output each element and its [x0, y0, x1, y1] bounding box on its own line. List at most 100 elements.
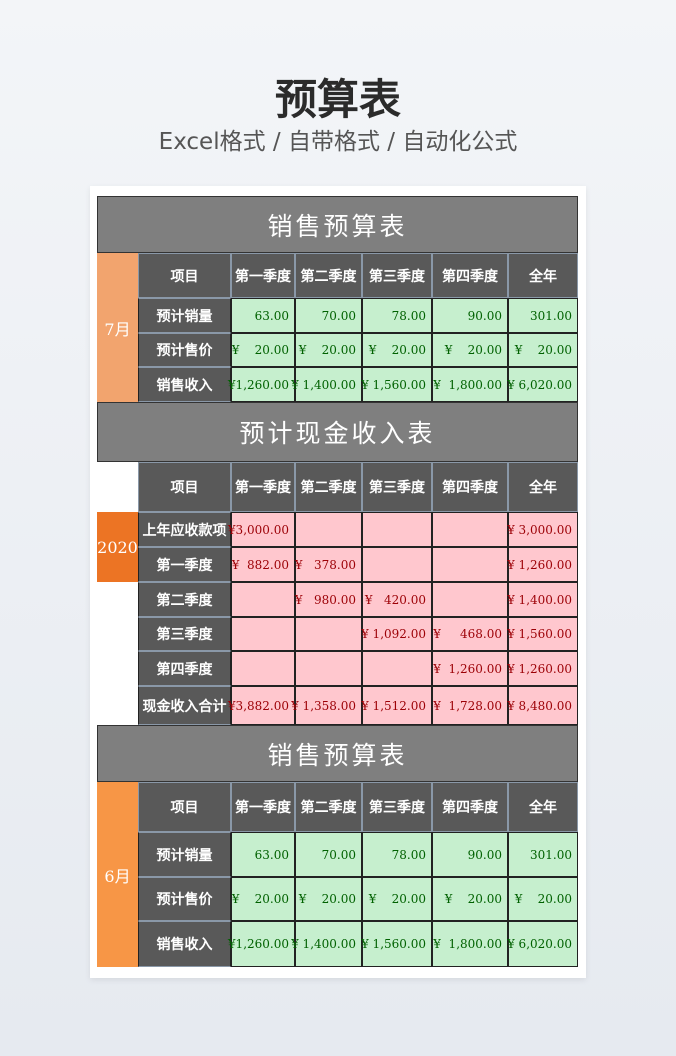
- data-cell[interactable]: 70.00: [295, 298, 362, 333]
- row-label[interactable]: 预计销量: [138, 832, 231, 877]
- data-cell[interactable]: 301.00: [508, 298, 578, 333]
- column-header[interactable]: 全年: [508, 782, 578, 832]
- data-cell[interactable]: ¥ 20.00: [362, 877, 432, 921]
- data-cell[interactable]: 90.00: [432, 832, 508, 877]
- row-label[interactable]: 上年应收款项: [138, 512, 231, 547]
- data-cell[interactable]: ¥ 6,020.00: [507, 367, 578, 402]
- data-cell[interactable]: ¥ 378.00: [295, 547, 362, 582]
- data-cell[interactable]: ¥ 20.00: [295, 333, 362, 367]
- row-label[interactable]: 第四季度: [138, 651, 231, 686]
- data-cell[interactable]: [295, 512, 362, 547]
- data-cell[interactable]: 78.00: [362, 832, 432, 877]
- data-cell[interactable]: 78.00: [362, 298, 432, 333]
- table-row: 第二季度 ¥ 980.00 ¥ 420.00 ¥ 1,400.00: [138, 582, 578, 617]
- page-subtitle: Excel格式 / 自带格式 / 自动化公式: [158, 129, 518, 155]
- row-label[interactable]: 第二季度: [138, 582, 231, 617]
- column-header[interactable]: 项目: [138, 253, 231, 298]
- data-cell[interactable]: ¥ 468.00: [432, 617, 508, 651]
- table-row: 预计销量 63.00 70.00 78.00 90.00 301.00: [138, 832, 578, 877]
- data-cell[interactable]: [231, 651, 295, 686]
- row-label[interactable]: 第一季度: [138, 547, 231, 582]
- data-cell[interactable]: ¥ 1,560.00: [361, 921, 432, 967]
- row-label[interactable]: 预计售价: [138, 877, 231, 921]
- data-cell[interactable]: ¥ 1,560.00: [507, 617, 578, 651]
- column-header[interactable]: 第三季度: [362, 782, 432, 832]
- data-cell[interactable]: ¥ 20.00: [432, 877, 508, 921]
- data-cell[interactable]: [432, 512, 508, 547]
- data-cell[interactable]: 301.00: [508, 832, 578, 877]
- row-label[interactable]: 预计售价: [138, 333, 231, 367]
- data-cell[interactable]: ¥ 20.00: [508, 877, 578, 921]
- row-label[interactable]: 第三季度: [138, 617, 231, 651]
- column-header[interactable]: 第四季度: [432, 462, 508, 512]
- row-label[interactable]: 销售收入: [138, 367, 231, 402]
- data-cell[interactable]: 63.00: [231, 832, 295, 877]
- data-cell[interactable]: ¥ 20.00: [231, 877, 295, 921]
- data-cell[interactable]: ¥ 20.00: [295, 877, 362, 921]
- column-header[interactable]: 项目: [138, 462, 231, 512]
- data-cell[interactable]: ¥ 20.00: [432, 333, 508, 367]
- header-row: 项目 第一季度 第二季度 第三季度 第四季度 全年: [138, 462, 578, 512]
- table-title: 预计现金收入表: [97, 402, 578, 462]
- data-cell[interactable]: ¥3,882.00: [228, 686, 295, 725]
- data-cell[interactable]: ¥ 1,728.00: [432, 686, 508, 725]
- data-cell[interactable]: ¥ 1,260.00: [507, 547, 578, 582]
- data-cell[interactable]: [231, 582, 295, 617]
- data-cell[interactable]: ¥ 1,800.00: [432, 921, 508, 967]
- row-label[interactable]: 销售收入: [138, 921, 231, 967]
- row-label[interactable]: 预计销量: [138, 298, 231, 333]
- column-header[interactable]: 第三季度: [362, 462, 432, 512]
- data-cell[interactable]: 90.00: [432, 298, 508, 333]
- row-label[interactable]: 现金收入合计: [138, 686, 231, 725]
- data-cell[interactable]: [295, 651, 362, 686]
- data-cell[interactable]: ¥ 1,260.00: [432, 651, 508, 686]
- data-cell[interactable]: 63.00: [231, 298, 295, 333]
- column-header[interactable]: 第二季度: [295, 253, 362, 298]
- data-cell[interactable]: ¥ 1,358.00: [291, 686, 362, 725]
- data-cell[interactable]: ¥1,260.00: [228, 367, 295, 402]
- data-cell[interactable]: [432, 582, 508, 617]
- data-cell[interactable]: ¥ 1,092.00: [361, 617, 432, 651]
- data-cell[interactable]: ¥3,000.00: [228, 512, 295, 547]
- column-header[interactable]: 第一季度: [231, 782, 295, 832]
- data-cell[interactable]: ¥ 6,020.00: [507, 921, 578, 967]
- column-header[interactable]: 全年: [508, 253, 578, 298]
- column-header[interactable]: 第四季度: [432, 782, 508, 832]
- column-header[interactable]: 第二季度: [295, 782, 362, 832]
- data-cell[interactable]: [362, 651, 432, 686]
- data-cell[interactable]: [362, 512, 432, 547]
- column-header[interactable]: 第一季度: [231, 462, 295, 512]
- table-title: 销售预算表: [97, 725, 578, 782]
- table-row: 第三季度 ¥ 1,092.00 ¥ 468.00 ¥ 1,560.00: [138, 617, 578, 651]
- data-cell[interactable]: ¥ 20.00: [508, 333, 578, 367]
- data-cell[interactable]: ¥ 3,000.00: [507, 512, 578, 547]
- data-cell[interactable]: ¥ 1,560.00: [361, 367, 432, 402]
- data-cell[interactable]: [362, 547, 432, 582]
- data-cell[interactable]: ¥ 1,400.00: [291, 367, 362, 402]
- data-cell[interactable]: ¥ 882.00: [231, 547, 295, 582]
- data-cell[interactable]: ¥ 20.00: [231, 333, 295, 367]
- data-cell[interactable]: ¥1,260.00: [228, 921, 295, 967]
- column-header[interactable]: 第一季度: [231, 253, 295, 298]
- column-header[interactable]: 第四季度: [432, 253, 508, 298]
- data-cell[interactable]: ¥ 1,512.00: [361, 686, 432, 725]
- table-block: 2020 项目 第一季度 第二季度 第三季度 第四季度 全年 上年应收款项 ¥3,000.00 ¥…: [97, 462, 578, 725]
- data-cell[interactable]: 70.00: [295, 832, 362, 877]
- data-cell[interactable]: [295, 617, 362, 651]
- data-cell[interactable]: ¥ 1,800.00: [432, 367, 508, 402]
- header-row: 项目 第一季度 第二季度 第三季度 第四季度 全年: [138, 253, 578, 298]
- data-cell[interactable]: [432, 547, 508, 582]
- data-cell[interactable]: ¥ 420.00: [362, 582, 432, 617]
- side-label: 6月: [97, 782, 138, 967]
- data-cell[interactable]: ¥ 1,400.00: [291, 921, 362, 967]
- data-cell[interactable]: ¥ 8,480.00: [507, 686, 578, 725]
- column-header[interactable]: 第二季度: [295, 462, 362, 512]
- column-header[interactable]: 项目: [138, 782, 231, 832]
- column-header[interactable]: 全年: [508, 462, 578, 512]
- data-cell[interactable]: [231, 617, 295, 651]
- data-cell[interactable]: ¥ 1,400.00: [507, 582, 578, 617]
- data-cell[interactable]: ¥ 20.00: [362, 333, 432, 367]
- column-header[interactable]: 第三季度: [362, 253, 432, 298]
- data-cell[interactable]: ¥ 980.00: [295, 582, 362, 617]
- data-cell[interactable]: ¥ 1,260.00: [507, 651, 578, 686]
